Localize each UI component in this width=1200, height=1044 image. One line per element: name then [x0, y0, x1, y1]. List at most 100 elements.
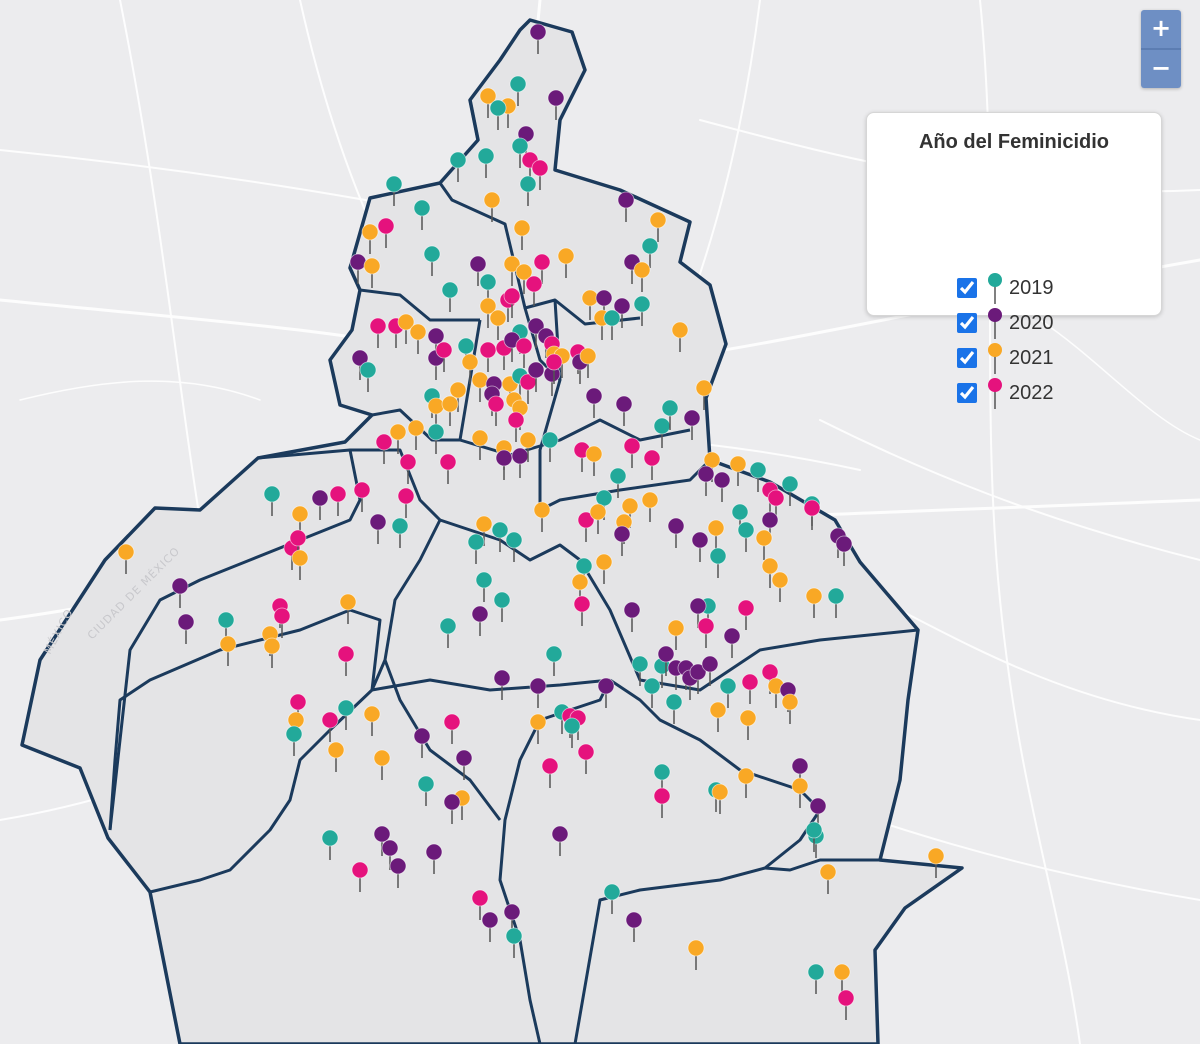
marker-2019[interactable]: [467, 533, 485, 564]
marker-2019[interactable]: [719, 677, 737, 708]
marker-2021[interactable]: [291, 549, 309, 580]
marker-2021[interactable]: [441, 395, 459, 426]
marker-2020[interactable]: [503, 903, 521, 934]
marker-2019[interactable]: [511, 137, 529, 168]
marker-2022[interactable]: [377, 217, 395, 248]
marker-2020[interactable]: [177, 613, 195, 644]
legend-checkbox-2021[interactable]: [957, 348, 977, 368]
marker-2020[interactable]: [701, 655, 719, 686]
marker-2020[interactable]: [697, 465, 715, 496]
marker-2021[interactable]: [771, 571, 789, 602]
marker-2021[interactable]: [461, 353, 479, 384]
marker-2022[interactable]: [545, 353, 563, 384]
marker-2021[interactable]: [761, 557, 779, 588]
marker-2019[interactable]: [321, 829, 339, 860]
marker-2020[interactable]: [761, 511, 779, 542]
marker-2022[interactable]: [519, 373, 537, 404]
marker-2021[interactable]: [117, 543, 135, 574]
marker-2022[interactable]: [803, 499, 821, 530]
marker-2021[interactable]: [475, 515, 493, 546]
marker-2020[interactable]: [551, 825, 569, 856]
marker-2021[interactable]: [339, 593, 357, 624]
marker-2019[interactable]: [417, 775, 435, 806]
marker-2021[interactable]: [687, 939, 705, 970]
marker-2021[interactable]: [595, 553, 613, 584]
marker-2020[interactable]: [455, 749, 473, 780]
marker-2022[interactable]: [471, 889, 489, 920]
marker-2022[interactable]: [541, 757, 559, 788]
marker-2022[interactable]: [507, 411, 525, 442]
zoom-in-button[interactable]: +: [1141, 10, 1181, 48]
marker-2021[interactable]: [503, 255, 521, 286]
legend-checkbox-2019[interactable]: [957, 278, 977, 298]
marker-2022[interactable]: [741, 673, 759, 704]
marker-2019[interactable]: [439, 617, 457, 648]
marker-2021[interactable]: [739, 709, 757, 740]
marker-2021[interactable]: [589, 503, 607, 534]
marker-2022[interactable]: [321, 711, 339, 742]
marker-2020[interactable]: [835, 535, 853, 566]
marker-2019[interactable]: [505, 927, 523, 958]
marker-2020[interactable]: [613, 297, 631, 328]
marker-2019[interactable]: [641, 237, 659, 268]
marker-2021[interactable]: [363, 705, 381, 736]
marker-2022[interactable]: [397, 487, 415, 518]
marker-2020[interactable]: [723, 627, 741, 658]
marker-2020[interactable]: [171, 577, 189, 608]
marker-2019[interactable]: [441, 281, 459, 312]
marker-2022[interactable]: [577, 743, 595, 774]
marker-2020[interactable]: [597, 677, 615, 708]
marker-2019[interactable]: [749, 461, 767, 492]
marker-2020[interactable]: [615, 395, 633, 426]
marker-2020[interactable]: [493, 669, 511, 700]
marker-2019[interactable]: [807, 963, 825, 994]
marker-2022[interactable]: [503, 287, 521, 318]
marker-2019[interactable]: [217, 611, 235, 642]
marker-2020[interactable]: [585, 387, 603, 418]
marker-2019[interactable]: [563, 717, 581, 748]
marker-2019[interactable]: [603, 883, 621, 914]
marker-2020[interactable]: [351, 349, 369, 380]
marker-2022[interactable]: [443, 713, 461, 744]
marker-2020[interactable]: [613, 525, 631, 556]
marker-2021[interactable]: [479, 297, 497, 328]
marker-2020[interactable]: [623, 601, 641, 632]
marker-2021[interactable]: [219, 635, 237, 666]
marker-2020[interactable]: [443, 793, 461, 824]
legend-item-2019[interactable]: 2019: [957, 273, 1054, 304]
marker-2021[interactable]: [671, 321, 689, 352]
marker-2019[interactable]: [505, 531, 523, 562]
marker-2021[interactable]: [533, 501, 551, 532]
marker-2020[interactable]: [369, 513, 387, 544]
marker-2019[interactable]: [643, 677, 661, 708]
marker-2020[interactable]: [691, 531, 709, 562]
marker-2022[interactable]: [337, 645, 355, 676]
legend-checkbox-2022[interactable]: [957, 383, 977, 403]
marker-2019[interactable]: [391, 517, 409, 548]
marker-2021[interactable]: [407, 419, 425, 450]
marker-2021[interactable]: [805, 587, 823, 618]
feminicide-markers[interactable]: [117, 23, 945, 1020]
marker-2022[interactable]: [353, 481, 371, 512]
marker-2019[interactable]: [427, 423, 445, 454]
marker-2022[interactable]: [439, 453, 457, 484]
marker-2019[interactable]: [475, 571, 493, 602]
marker-2020[interactable]: [381, 839, 399, 870]
marker-2021[interactable]: [409, 323, 427, 354]
marker-2020[interactable]: [311, 489, 329, 520]
marker-2021[interactable]: [471, 429, 489, 460]
marker-2019[interactable]: [489, 99, 507, 130]
marker-2022[interactable]: [577, 511, 595, 542]
legend-item-2021[interactable]: 2021: [957, 343, 1054, 374]
marker-2020[interactable]: [689, 663, 707, 694]
marker-2022[interactable]: [435, 341, 453, 372]
marker-2020[interactable]: [657, 645, 675, 676]
legend-item-2022[interactable]: 2022: [957, 378, 1054, 409]
marker-2020[interactable]: [471, 605, 489, 636]
marker-2021[interactable]: [529, 713, 547, 744]
marker-2021[interactable]: [483, 191, 501, 222]
marker-2019[interactable]: [665, 693, 683, 724]
marker-2019[interactable]: [603, 309, 621, 340]
marker-2022[interactable]: [515, 337, 533, 368]
